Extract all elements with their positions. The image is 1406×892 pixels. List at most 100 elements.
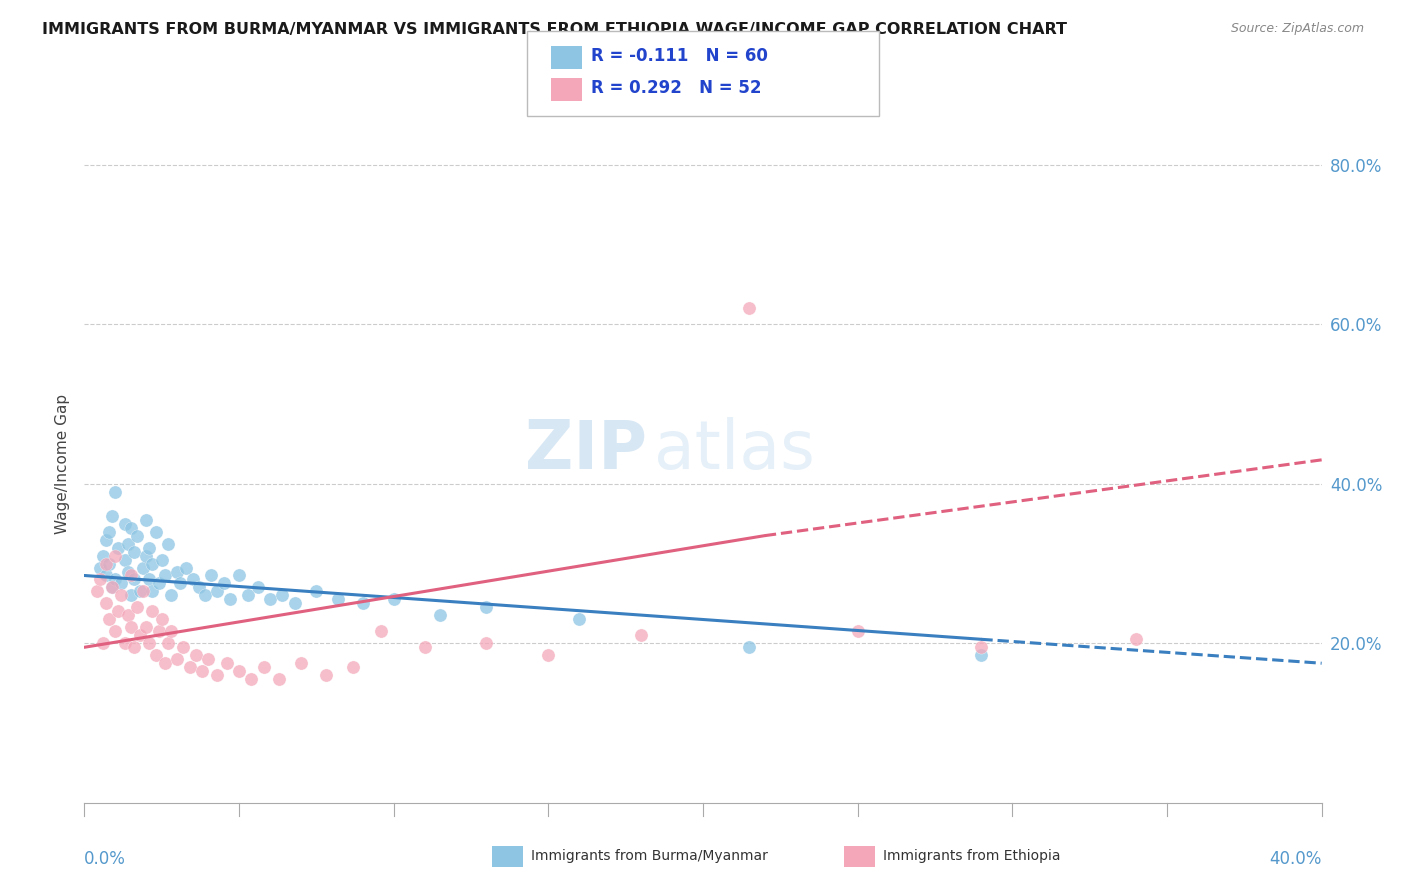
Point <box>215 657 238 671</box>
Point <box>200 568 222 582</box>
Point <box>117 608 139 623</box>
Point <box>191 664 214 678</box>
Point <box>738 640 761 655</box>
Point <box>145 648 167 663</box>
Point <box>240 672 263 686</box>
Point <box>89 560 111 574</box>
Point <box>104 573 127 587</box>
Point <box>413 640 436 655</box>
Point <box>150 612 173 626</box>
Point <box>141 604 163 618</box>
Point <box>846 624 869 639</box>
Point <box>138 573 160 587</box>
Point <box>269 672 291 686</box>
Point <box>305 584 328 599</box>
Point <box>94 596 117 610</box>
Point <box>125 528 148 542</box>
Point <box>107 541 129 555</box>
Y-axis label: Wage/Income Gap: Wage/Income Gap <box>55 393 70 534</box>
Point <box>101 508 124 523</box>
Text: 0.0%: 0.0% <box>84 850 127 868</box>
Text: IMMIGRANTS FROM BURMA/MYANMAR VS IMMIGRANTS FROM ETHIOPIA WAGE/INCOME GAP CORREL: IMMIGRANTS FROM BURMA/MYANMAR VS IMMIGRA… <box>42 22 1067 37</box>
Point <box>141 584 163 599</box>
Point <box>104 624 127 639</box>
Point <box>290 657 312 671</box>
Point <box>156 636 179 650</box>
Point <box>138 636 160 650</box>
Point <box>89 573 111 587</box>
Point <box>970 640 993 655</box>
Point <box>370 624 392 639</box>
Point <box>156 536 179 550</box>
Point <box>172 640 194 655</box>
Point <box>114 636 136 650</box>
Point <box>86 584 108 599</box>
Point <box>148 624 170 639</box>
Text: 40.0%: 40.0% <box>1270 850 1322 868</box>
Point <box>120 521 142 535</box>
Text: R = 0.292   N = 52: R = 0.292 N = 52 <box>591 79 761 97</box>
Point <box>218 592 240 607</box>
Point <box>98 524 121 539</box>
Point <box>184 648 207 663</box>
Point <box>153 657 176 671</box>
Point <box>98 612 121 626</box>
Point <box>135 620 157 634</box>
Point <box>738 301 761 316</box>
Point <box>160 624 183 639</box>
Point <box>135 513 157 527</box>
Point <box>238 589 260 603</box>
Point <box>117 565 139 579</box>
Point <box>107 604 129 618</box>
Point <box>259 592 281 607</box>
Point <box>150 552 173 566</box>
Point <box>120 568 142 582</box>
Point <box>315 668 337 682</box>
Point <box>101 581 124 595</box>
Point <box>135 549 157 563</box>
Point <box>429 608 451 623</box>
Point <box>145 524 167 539</box>
Point <box>166 565 188 579</box>
Text: Immigrants from Burma/Myanmar: Immigrants from Burma/Myanmar <box>531 849 768 863</box>
Point <box>91 636 114 650</box>
Text: atlas: atlas <box>654 417 814 483</box>
Point <box>160 589 183 603</box>
Point <box>94 557 117 571</box>
Point <box>228 568 250 582</box>
Text: R = -0.111   N = 60: R = -0.111 N = 60 <box>591 47 768 65</box>
Point <box>132 560 155 574</box>
Point <box>91 549 114 563</box>
Point <box>104 549 127 563</box>
Point <box>120 589 142 603</box>
Point <box>122 640 145 655</box>
Point <box>110 589 132 603</box>
Point <box>169 576 191 591</box>
Point <box>122 544 145 558</box>
Text: Source: ZipAtlas.com: Source: ZipAtlas.com <box>1230 22 1364 36</box>
Point <box>1125 632 1147 647</box>
Point <box>141 557 163 571</box>
Point <box>246 581 269 595</box>
Point <box>537 648 560 663</box>
Point <box>148 576 170 591</box>
Point <box>475 600 498 615</box>
Point <box>197 652 219 666</box>
Point <box>120 620 142 634</box>
Point <box>101 581 124 595</box>
Point <box>568 612 591 626</box>
Point <box>138 541 160 555</box>
Point <box>129 628 152 642</box>
Point <box>194 589 217 603</box>
Point <box>94 533 117 547</box>
Point <box>187 581 209 595</box>
Point <box>179 660 201 674</box>
Point <box>114 552 136 566</box>
Point <box>630 628 652 642</box>
Point <box>253 660 276 674</box>
Point <box>271 589 294 603</box>
Point <box>98 557 121 571</box>
Point <box>970 648 993 663</box>
Point <box>475 636 498 650</box>
Point <box>342 660 364 674</box>
